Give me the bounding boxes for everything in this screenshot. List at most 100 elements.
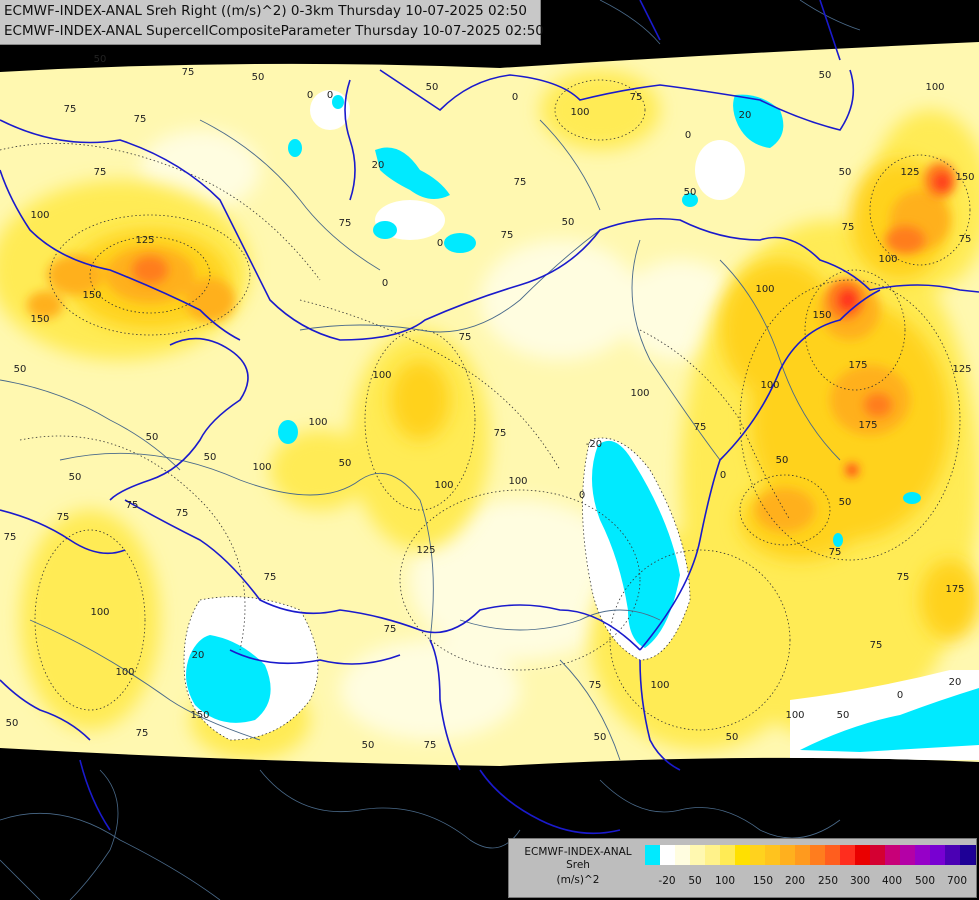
contour-label: 150 xyxy=(812,310,831,321)
color-legend: ECMWF-INDEX-ANAL Sreh (m/s)^2 -20 50 100 15… xyxy=(508,838,977,898)
contour-label: 75 xyxy=(897,572,910,583)
sreh-field xyxy=(0,42,979,766)
contour-label: 75 xyxy=(959,234,972,245)
contour-label: 100 xyxy=(308,417,327,428)
legend-swatch xyxy=(705,845,721,865)
contour-label: 50 xyxy=(69,472,82,483)
contour-label: 75 xyxy=(94,167,107,178)
contour-label: 125 xyxy=(900,167,919,178)
legend-tick-label: 500 xyxy=(914,875,936,887)
legend-swatch xyxy=(945,845,961,865)
contour-label: 50 xyxy=(94,54,107,65)
legend-swatch xyxy=(795,845,811,865)
legend-tick-label: 200 xyxy=(784,875,806,887)
contour-label: 75 xyxy=(4,532,17,543)
legend-title-parameter: Sreh xyxy=(566,859,590,871)
legend-title-model: ECMWF-INDEX-ANAL xyxy=(524,846,632,858)
contour-label: 0 xyxy=(307,90,313,101)
legend-tick-label: 250 xyxy=(817,875,839,887)
legend-swatch xyxy=(825,845,841,865)
contour-label: 100 xyxy=(925,82,944,93)
legend-swatch xyxy=(855,845,871,865)
contour-label: 75 xyxy=(694,422,707,433)
contour-label: 75 xyxy=(57,512,70,523)
contour-label: 75 xyxy=(339,218,352,229)
contour-label: 20 xyxy=(372,160,385,171)
legend-swatch xyxy=(960,845,976,865)
legend-tick-label: -20 xyxy=(658,875,676,887)
legend-swatch xyxy=(885,845,901,865)
contour-label: 50 xyxy=(839,497,852,508)
legend-tick-label: 700 xyxy=(946,875,968,887)
legend-swatch xyxy=(900,845,916,865)
contour-label: 50 xyxy=(819,70,832,81)
legend-tick-label: 100 xyxy=(714,875,736,887)
contour-label: 175 xyxy=(945,584,964,595)
contour-label: 50 xyxy=(204,452,217,463)
contour-label: 0 xyxy=(327,90,333,101)
contour-label: 75 xyxy=(64,104,77,115)
contour-label: -20 xyxy=(586,439,602,450)
contour-label: 100 xyxy=(760,380,779,391)
contour-label: 75 xyxy=(384,624,397,635)
contour-label: 75 xyxy=(126,500,139,511)
country-borders xyxy=(0,0,979,835)
contour-label: 100 xyxy=(785,710,804,721)
legend-swatch xyxy=(750,845,766,865)
contour-label: 75 xyxy=(842,222,855,233)
contour-label: 20 xyxy=(949,677,962,688)
contour-labels: 50 75 50 75 75 75 100 125 150 150 50 50 50 50 75 75 75 10… xyxy=(4,54,975,751)
contour-label: 75 xyxy=(424,740,437,751)
contour-label: 75 xyxy=(589,680,602,691)
legend-swatch xyxy=(720,845,736,865)
legend-swatch xyxy=(930,845,946,865)
legend-swatch xyxy=(675,845,691,865)
contour-label: 100 xyxy=(508,476,527,487)
legend-swatch xyxy=(870,845,886,865)
contour-label: 125 xyxy=(416,545,435,556)
contour-label: 50 xyxy=(684,187,697,198)
contour-label: 0 xyxy=(437,238,443,249)
contour-label: 125 xyxy=(952,364,971,375)
contour-label: 75 xyxy=(176,508,189,519)
contour-label: 0 xyxy=(382,278,388,289)
contour-label: 175 xyxy=(848,360,867,371)
contour-label: 50 xyxy=(252,72,265,83)
rivers xyxy=(0,119,841,761)
contour-label: 0 xyxy=(897,690,903,701)
contour-label: 75 xyxy=(630,92,643,103)
contour-label: 50 xyxy=(839,167,852,178)
legend-swatch xyxy=(735,845,751,865)
legend-title-unit: (m/s)^2 xyxy=(556,874,600,886)
contour-label: 50 xyxy=(14,364,27,375)
contour-label: 0 xyxy=(720,470,726,481)
legend-swatch xyxy=(840,845,856,865)
contour-label: 100 xyxy=(878,254,897,265)
legend-tick-label: 400 xyxy=(881,875,903,887)
contour-label: 75 xyxy=(829,547,842,558)
contour-label: 150 xyxy=(190,710,209,721)
contour-label: 0 xyxy=(579,490,585,501)
contour-label: 50 xyxy=(594,732,607,743)
title-line-scp: ECMWF-INDEX-ANAL SupercellCompositeParam… xyxy=(4,23,544,39)
contour-label: 75 xyxy=(134,114,147,125)
contour-label: 50 xyxy=(426,82,439,93)
contour-label: 125 xyxy=(135,235,154,246)
contour-label: 50 xyxy=(837,710,850,721)
legend-tick-label: 50 xyxy=(688,875,702,887)
legend-swatch xyxy=(645,845,661,865)
contour-label: 75 xyxy=(514,177,527,188)
contour-label: 75 xyxy=(870,640,883,651)
title-line-sreh: ECMWF-INDEX-ANAL Sreh Right ((m/s)^2) 0-… xyxy=(4,3,527,19)
contour-label: 0 xyxy=(685,130,691,141)
contour-label: 150 xyxy=(955,172,974,183)
legend-swatch xyxy=(810,845,826,865)
contour-label: 100 xyxy=(630,388,649,399)
legend-swatch xyxy=(690,845,706,865)
contour-label: 50 xyxy=(776,455,789,466)
legend-tick-label: 300 xyxy=(849,875,871,887)
contour-label: 100 xyxy=(115,667,134,678)
contour-label: 100 xyxy=(570,107,589,118)
contour-label: 100 xyxy=(434,480,453,491)
